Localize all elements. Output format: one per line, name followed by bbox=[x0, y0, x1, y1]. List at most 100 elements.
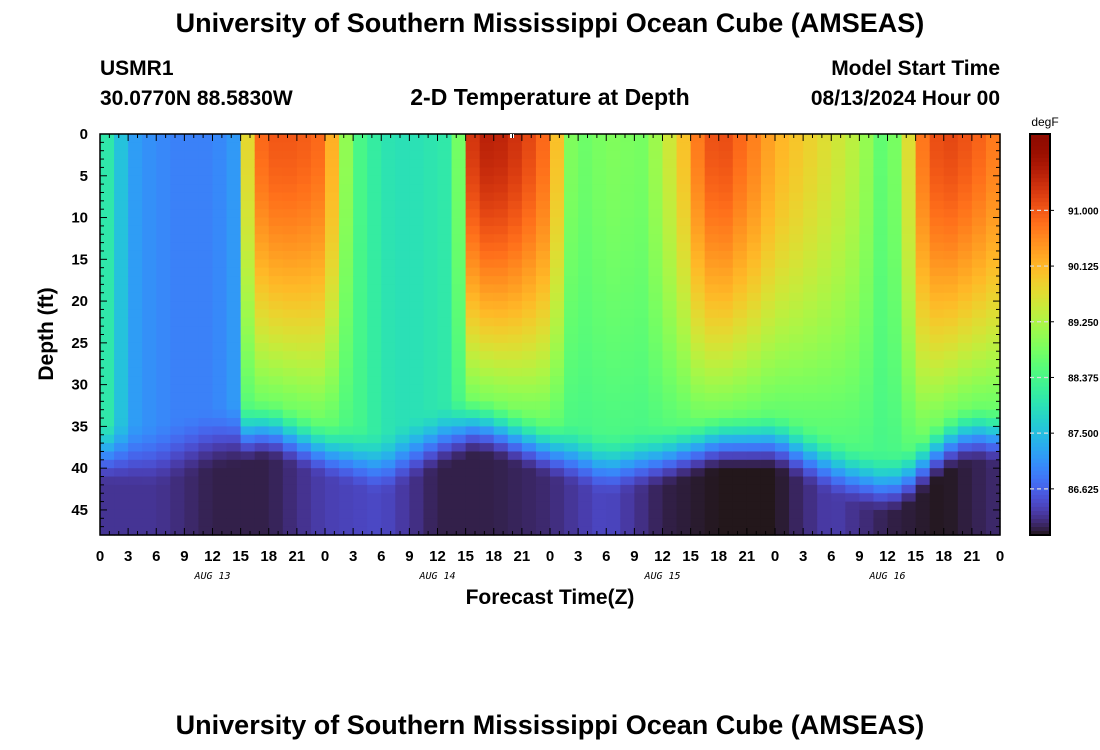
heatmap-cell bbox=[550, 292, 565, 302]
heatmap-cell bbox=[943, 175, 959, 185]
heatmap-cell bbox=[451, 284, 467, 294]
heatmap-cell bbox=[915, 334, 931, 344]
heatmap-cell bbox=[873, 493, 889, 503]
heatmap-cell bbox=[521, 434, 537, 444]
heatmap-cell bbox=[367, 476, 382, 486]
heatmap-cell bbox=[493, 342, 509, 352]
heatmap-cell bbox=[409, 334, 425, 344]
heatmap-cell bbox=[226, 192, 242, 202]
heatmap-cell bbox=[634, 292, 650, 302]
heatmap-cell bbox=[198, 234, 214, 244]
heatmap-cell bbox=[606, 217, 621, 227]
heatmap-cell bbox=[226, 509, 242, 519]
heatmap-cell bbox=[648, 459, 664, 469]
colorbar-segment bbox=[1030, 170, 1050, 175]
heatmap-cell bbox=[620, 242, 635, 252]
heatmap-cell bbox=[142, 309, 157, 319]
heatmap-cell bbox=[901, 209, 917, 219]
heatmap-cell bbox=[128, 276, 143, 285]
heatmap-cell bbox=[845, 351, 860, 361]
heatmap-cell bbox=[493, 384, 509, 394]
heatmap-cell bbox=[325, 418, 340, 427]
heatmap-cell bbox=[535, 159, 551, 169]
heatmap-cell bbox=[732, 250, 748, 260]
heatmap-cell bbox=[226, 367, 242, 377]
heatmap-cell bbox=[817, 484, 832, 494]
heatmap-cell bbox=[521, 209, 537, 219]
heatmap-cell bbox=[493, 317, 509, 327]
heatmap-cell bbox=[479, 501, 495, 511]
heatmap-cell bbox=[803, 234, 818, 244]
heatmap-cell bbox=[493, 526, 509, 536]
heatmap-cell bbox=[690, 434, 706, 444]
heatmap-cell bbox=[943, 309, 959, 319]
heatmap-cell bbox=[971, 409, 987, 419]
heatmap-cell bbox=[620, 409, 635, 419]
heatmap-cell bbox=[676, 342, 692, 352]
heatmap-cell bbox=[859, 134, 875, 143]
heatmap-cell bbox=[957, 426, 973, 436]
heatmap-cell bbox=[507, 284, 523, 294]
heatmap-cell bbox=[746, 443, 762, 453]
heatmap-cell bbox=[592, 267, 607, 277]
heatmap-cell bbox=[282, 225, 298, 235]
heatmap-cell bbox=[198, 200, 214, 210]
heatmap-cell bbox=[789, 426, 804, 436]
heatmap-cell bbox=[775, 326, 790, 336]
heatmap-cell bbox=[718, 292, 734, 302]
heatmap-cell bbox=[985, 200, 1001, 210]
heatmap-cell bbox=[451, 359, 467, 369]
colorbar-segment bbox=[1030, 530, 1050, 536]
heatmap-cell bbox=[845, 418, 860, 427]
heatmap-cell bbox=[268, 234, 284, 244]
heatmap-cell bbox=[704, 443, 720, 453]
heatmap-cell bbox=[254, 159, 270, 169]
heatmap-cell bbox=[732, 476, 748, 486]
heatmap-cell bbox=[128, 484, 143, 494]
heatmap-cell bbox=[437, 384, 453, 394]
heatmap-cell bbox=[268, 200, 284, 210]
heatmap-cell bbox=[845, 401, 860, 411]
heatmap-cell bbox=[732, 159, 748, 169]
heatmap-cell bbox=[859, 493, 875, 503]
heatmap-cell bbox=[142, 184, 157, 194]
heatmap-cell bbox=[128, 234, 143, 244]
heatmap-cell bbox=[170, 518, 185, 528]
heatmap-cell bbox=[760, 134, 776, 143]
heatmap-cell bbox=[521, 501, 537, 511]
heatmap-cell bbox=[929, 250, 945, 260]
heatmap-cell bbox=[409, 376, 425, 386]
heatmap-cell bbox=[353, 409, 368, 419]
heatmap-cell bbox=[212, 217, 228, 227]
heatmap-cell bbox=[803, 267, 818, 277]
heatmap-cell bbox=[198, 175, 214, 185]
heatmap-cell bbox=[465, 209, 481, 219]
heatmap-cell bbox=[915, 526, 931, 536]
heatmap-cell bbox=[212, 301, 228, 311]
heatmap-cell bbox=[381, 309, 396, 319]
heatmap-cell bbox=[100, 209, 115, 219]
heatmap-cell bbox=[971, 184, 987, 194]
heatmap-cell bbox=[240, 234, 256, 244]
heatmap-cell bbox=[128, 334, 143, 344]
heatmap-cell bbox=[803, 175, 818, 185]
heatmap-cell bbox=[268, 484, 284, 494]
heatmap-cell bbox=[423, 225, 439, 235]
heatmap-cell bbox=[662, 418, 678, 427]
heatmap-cell bbox=[775, 200, 790, 210]
heatmap-cell bbox=[718, 392, 734, 402]
heatmap-cell bbox=[184, 167, 200, 177]
heatmap-cell bbox=[226, 167, 242, 177]
heatmap-cell bbox=[535, 259, 551, 269]
heatmap-cell bbox=[479, 326, 495, 336]
heatmap-cell bbox=[212, 134, 228, 143]
heatmap-cell bbox=[479, 142, 495, 152]
heatmap-cell bbox=[535, 167, 551, 177]
heatmap-cell bbox=[114, 175, 129, 185]
heatmap-cell bbox=[578, 426, 593, 436]
x-tick-label: 21 bbox=[289, 548, 306, 565]
heatmap-cell bbox=[845, 384, 860, 394]
heatmap-cell bbox=[423, 426, 439, 436]
heatmap-cell bbox=[142, 401, 157, 411]
colorbar-tick-label: 90.125 bbox=[1068, 262, 1099, 273]
